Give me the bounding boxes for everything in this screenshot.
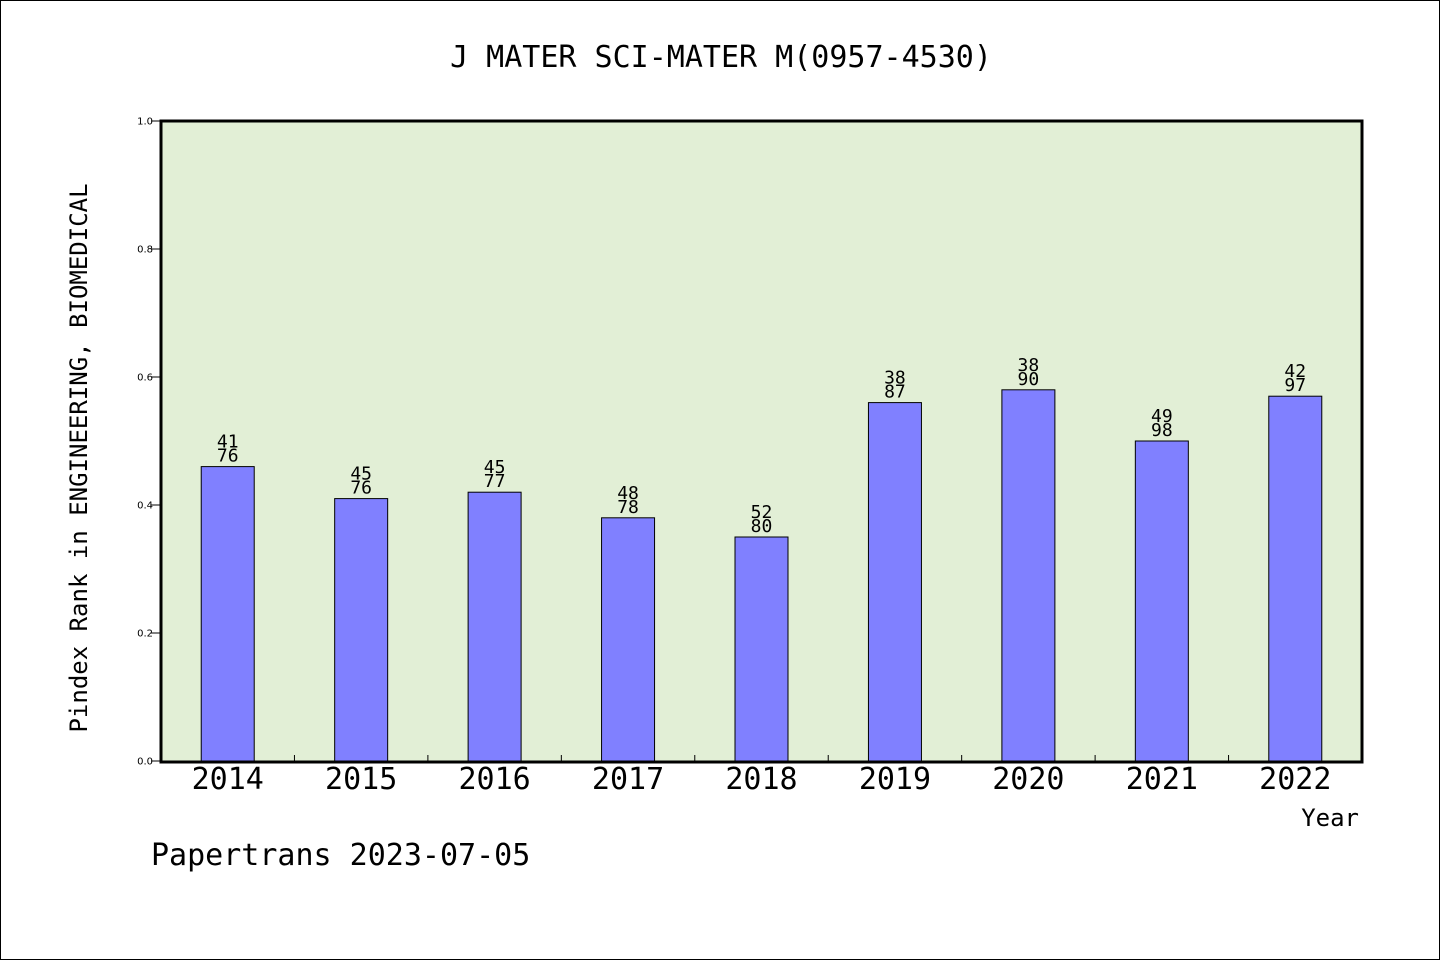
x-tick-label-2016: 2016 bbox=[458, 762, 530, 797]
bar-2015 bbox=[334, 498, 389, 762]
x-axis: 2014 2015 2016 2017 2018 2019 2020 2021 2022 bbox=[192, 755, 1331, 797]
rank-label-2017: 48 bbox=[617, 483, 639, 504]
footer-note: Papertrans 2023-07-05 bbox=[151, 838, 530, 873]
bars-layer bbox=[200, 389, 1323, 762]
y-axis-label: Pindex Rank in ENGINEERING, BIOMEDICAL bbox=[65, 183, 93, 732]
chart-title: J MATER SCI-MATER M(0957-4530) bbox=[450, 40, 992, 75]
bar-2022 bbox=[1268, 395, 1323, 762]
plot-border bbox=[159, 119, 1364, 764]
rank-label-2019: 38 bbox=[884, 368, 906, 389]
bar-2016 bbox=[467, 491, 522, 762]
bar-2021 bbox=[1134, 440, 1189, 762]
bar-2014 bbox=[200, 466, 255, 762]
rank-label-2021: 49 bbox=[1151, 406, 1173, 427]
x-tick-label-2021: 2021 bbox=[1126, 762, 1198, 797]
y-axis: 0.0 0.2 0.4 0.6 0.8 1.0 bbox=[137, 117, 161, 768]
bar-2019 bbox=[867, 402, 922, 762]
y-tick-label: 0.4 bbox=[137, 501, 153, 512]
rank-label-2022: 42 bbox=[1284, 361, 1306, 382]
x-tick-label-2014: 2014 bbox=[192, 762, 264, 797]
x-tick-label-2020: 2020 bbox=[992, 762, 1064, 797]
total-label-2015: 76 bbox=[350, 478, 372, 499]
x-tick-label-2019: 2019 bbox=[859, 762, 931, 797]
total-label-2019: 87 bbox=[884, 382, 906, 403]
y-tick-label: 0.2 bbox=[137, 629, 153, 640]
total-label-2016: 77 bbox=[484, 471, 506, 492]
bar-2020 bbox=[1001, 389, 1056, 762]
rank-label-2016: 45 bbox=[484, 457, 506, 478]
rank-label-2018: 52 bbox=[751, 502, 773, 523]
x-tick-label-2022: 2022 bbox=[1259, 762, 1331, 797]
bar-2018 bbox=[734, 536, 789, 762]
x-tick-label-2017: 2017 bbox=[592, 762, 664, 797]
y-tick-label: 0.0 bbox=[137, 757, 153, 768]
total-label-2022: 97 bbox=[1284, 375, 1306, 396]
rank-label-2015: 45 bbox=[350, 464, 372, 485]
y-tick-label: 0.6 bbox=[137, 373, 153, 384]
bar-2017 bbox=[601, 517, 656, 762]
rank-label-2020: 38 bbox=[1018, 355, 1040, 376]
y-tick-label: 0.8 bbox=[137, 245, 153, 256]
total-label-2021: 98 bbox=[1151, 420, 1173, 441]
total-label-2014: 76 bbox=[217, 446, 239, 467]
y-tick-label: 1.0 bbox=[137, 117, 153, 128]
total-label-2017: 78 bbox=[617, 497, 639, 518]
rank-label-2014: 41 bbox=[217, 432, 239, 453]
x-axis-label: Year bbox=[1301, 804, 1359, 832]
total-label-2020: 90 bbox=[1018, 369, 1040, 390]
total-label-2018: 80 bbox=[751, 516, 773, 537]
x-tick-label-2015: 2015 bbox=[325, 762, 397, 797]
x-tick-label-2018: 2018 bbox=[725, 762, 797, 797]
